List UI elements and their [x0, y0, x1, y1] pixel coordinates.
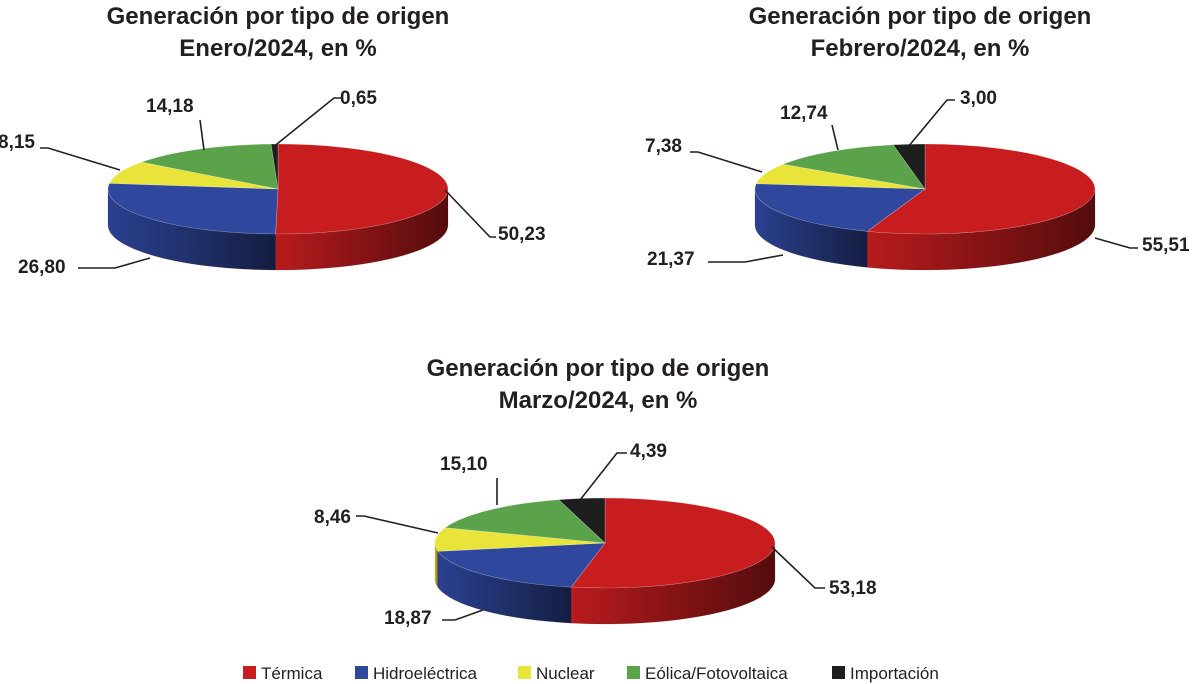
- value-label-hidroelectrica: 21,37: [647, 249, 695, 270]
- pie-slice-nuclear: [108, 161, 279, 190]
- pie-slice-eolica: [444, 499, 606, 544]
- pie-marzo: [434, 497, 776, 625]
- value-label-termica: 53,18: [829, 578, 877, 599]
- pie-slice-termica: [570, 497, 776, 589]
- pie-febrero: [754, 143, 1096, 271]
- pie-slice-hidroelectrica: [437, 542, 606, 588]
- value-labels-marzo: 53,18 18,87 8,46 15,10 4,39: [314, 441, 877, 629]
- pie-enero: [107, 143, 449, 271]
- pie-slice-eolica: [781, 144, 926, 190]
- value-label-nuclear: 7,38: [645, 136, 682, 157]
- legend-label: Eólica/Fotovoltaica: [645, 664, 788, 683]
- pie-slice-hidroelectrica: [107, 182, 279, 235]
- pie-slice-importacion: [892, 143, 926, 190]
- value-label-nuclear: 8,46: [314, 507, 351, 528]
- pie-slice-eolica: [140, 143, 279, 190]
- chart-subtitle: Enero/2024, en %: [179, 35, 376, 62]
- value-label-nuclear: 8,15: [0, 132, 35, 153]
- leader-lines-febrero: [690, 99, 1138, 263]
- legend: Térmica Hidroeléctrica Nuclear Eólica/Fo…: [243, 664, 939, 683]
- legend-label: Hidroeléctrica: [373, 664, 477, 683]
- legend-label: Nuclear: [536, 664, 595, 683]
- legend-swatch: [832, 666, 845, 679]
- pie-slice-termica: [275, 143, 449, 235]
- legend-item-importacion: Importación: [832, 664, 939, 683]
- legend-label: Importación: [850, 664, 939, 683]
- chart-title: Generación por tipo de origen: [427, 355, 770, 382]
- legend-item-nuclear: Nuclear: [518, 664, 595, 683]
- value-label-importacion: 3,00: [960, 88, 997, 109]
- value-labels-enero: 50,23 26,80 8,15 14,18 0,65: [0, 88, 546, 278]
- legend-swatch: [355, 666, 368, 679]
- pie-slice-hidroelectrica: [754, 183, 926, 232]
- value-label-termica: 55,51: [1142, 235, 1190, 256]
- chart-marzo: Generación por tipo de origen Marzo/2024…: [314, 355, 877, 629]
- legend-item-hidroelectrica: Hidroeléctrica: [355, 664, 477, 683]
- chart-title: Generación por tipo de origen: [749, 3, 1092, 30]
- legend-label: Térmica: [261, 664, 323, 683]
- legend-swatch: [243, 666, 256, 679]
- pie-slice-termica: [866, 143, 1096, 235]
- leader-lines-enero: [40, 97, 496, 269]
- value-label-eolica: 12,74: [780, 103, 828, 124]
- leader-lines-marzo: [356, 452, 825, 621]
- pie-slice-nuclear: [434, 527, 606, 552]
- value-label-eolica: 14,18: [146, 96, 194, 117]
- value-label-termica: 50,23: [498, 224, 546, 245]
- chart-subtitle: Marzo/2024, en %: [499, 387, 698, 414]
- pie-slice-nuclear: [755, 163, 926, 190]
- chart-febrero: Generación por tipo de origen Febrero/20…: [645, 3, 1190, 271]
- value-labels-febrero: 55,51 21,37 7,38 12,74 3,00: [645, 88, 1190, 270]
- chart-subtitle: Febrero/2024, en %: [811, 35, 1030, 62]
- chart-enero: Generación por tipo de origen Enero/2024…: [0, 3, 546, 278]
- legend-item-termica: Térmica: [243, 664, 323, 683]
- legend-item-eolica: Eólica/Fotovoltaica: [627, 664, 788, 683]
- legend-swatch: [518, 666, 531, 679]
- value-label-hidroelectrica: 18,87: [384, 608, 432, 629]
- value-label-eolica: 15,10: [440, 454, 488, 475]
- chart-title: Generación por tipo de origen: [107, 3, 450, 30]
- value-label-hidroelectrica: 26,80: [18, 257, 66, 278]
- value-label-importacion: 4,39: [630, 441, 667, 462]
- value-label-importacion: 0,65: [340, 88, 377, 109]
- legend-swatch: [627, 666, 640, 679]
